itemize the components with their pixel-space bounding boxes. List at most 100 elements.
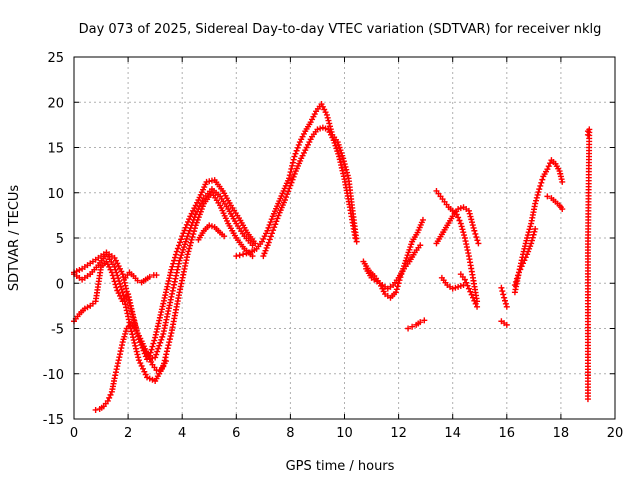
series-track-11 [405,317,428,332]
data-point [498,284,505,291]
x-tick-label: 16 [499,426,516,441]
data-point [470,224,477,231]
data-point [110,275,117,282]
data-point [527,223,534,230]
data-point [132,345,139,352]
data-point [187,242,194,249]
data-point [291,153,298,160]
data-point [522,254,529,261]
data-point [122,328,129,335]
chart-title: Day 073 of 2025, Sidereal Day-to-day VTE… [79,22,602,37]
data-point [295,141,302,148]
data-point [524,235,531,241]
data-point [196,211,203,218]
x-tick-label: 20 [607,426,624,441]
data-point [421,317,428,324]
series-track-9 [360,216,426,301]
data-point [119,339,126,346]
data-point [471,227,478,234]
data-point [106,394,113,401]
series-track-5 [122,269,160,286]
data-point [117,283,124,290]
data-point [159,333,166,340]
data-point [417,319,424,326]
data-point [261,250,268,257]
data-points [71,101,593,413]
data-point [274,215,281,222]
data-point [340,158,347,165]
data-point [294,144,301,151]
data-point [174,245,181,252]
data-point [118,286,125,293]
data-point [289,176,296,183]
data-point [500,291,507,298]
data-point [535,189,542,196]
data-point [512,278,519,285]
data-point [273,218,280,225]
data-point [526,226,533,233]
data-point [503,321,510,328]
data-point [183,221,190,228]
data-point [503,303,510,310]
data-point [456,217,463,224]
data-point [538,179,545,186]
data-point [138,362,145,369]
data-point [132,342,139,349]
data-point [288,165,295,172]
data-point [327,123,334,130]
data-point [113,284,120,291]
data-point [409,323,416,330]
data-point [407,244,414,251]
series-track-4 [92,320,169,413]
data-point [162,358,169,365]
data-point [265,239,272,246]
data-point [135,354,142,361]
data-point [534,191,541,198]
data-point [111,278,118,285]
data-point [188,236,195,243]
data-point [173,248,180,255]
data-point [472,300,479,307]
series-track-8 [260,124,359,260]
data-point [469,294,476,301]
data-point [515,269,522,276]
data-point [353,238,360,245]
data-point [286,175,293,182]
data-point [186,245,193,252]
data-point [122,330,129,337]
data-point [264,242,271,249]
data-point [265,224,272,231]
data-point [393,286,400,293]
data-point [502,300,509,307]
series-track-1 [71,186,256,363]
data-point [172,251,179,258]
x-tick-label: 6 [232,426,240,441]
series-track-10 [363,242,424,292]
data-point [284,191,291,198]
y-tick-label: 0 [56,277,64,292]
data-point [547,160,554,167]
data-point [180,246,187,253]
data-point [457,205,464,212]
data-point [189,233,196,240]
data-point [269,230,276,237]
plot-frame [73,56,616,420]
data-point [460,282,467,289]
x-tick-label: 18 [553,426,570,441]
data-point [524,251,531,258]
series-track-15 [438,274,467,292]
data-point [191,228,198,235]
data-point [191,225,198,232]
data-point [404,252,411,259]
data-point [342,163,349,170]
data-point [199,203,206,210]
data-point [152,354,159,361]
y-tick-label: -5 [51,323,64,338]
data-point [530,231,537,238]
data-point [107,391,114,398]
data-point [112,281,119,288]
x-tick-label: 12 [390,426,407,441]
data-point [402,257,409,264]
data-point [322,125,329,132]
y-axis-label: SDTVAR / TECUs [7,185,22,292]
